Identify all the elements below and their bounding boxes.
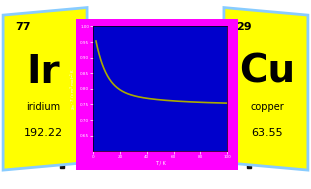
Text: 29: 29 <box>236 22 252 32</box>
Polygon shape <box>3 8 87 170</box>
Text: copper: copper <box>251 102 284 112</box>
Text: iridium: iridium <box>26 102 61 112</box>
Polygon shape <box>224 8 308 170</box>
X-axis label: T / K: T / K <box>155 161 165 166</box>
FancyBboxPatch shape <box>76 19 238 170</box>
Y-axis label: $\chi_m \cdot T$ / cm$^3$ mol$^{-1}$ K: $\chi_m \cdot T$ / cm$^3$ mol$^{-1}$ K <box>68 67 79 110</box>
Text: 63.55: 63.55 <box>252 128 283 138</box>
Text: 192.22: 192.22 <box>24 128 63 138</box>
Text: Ir: Ir <box>27 53 60 91</box>
Text: Cu: Cu <box>239 53 295 91</box>
Text: 77: 77 <box>16 22 31 32</box>
